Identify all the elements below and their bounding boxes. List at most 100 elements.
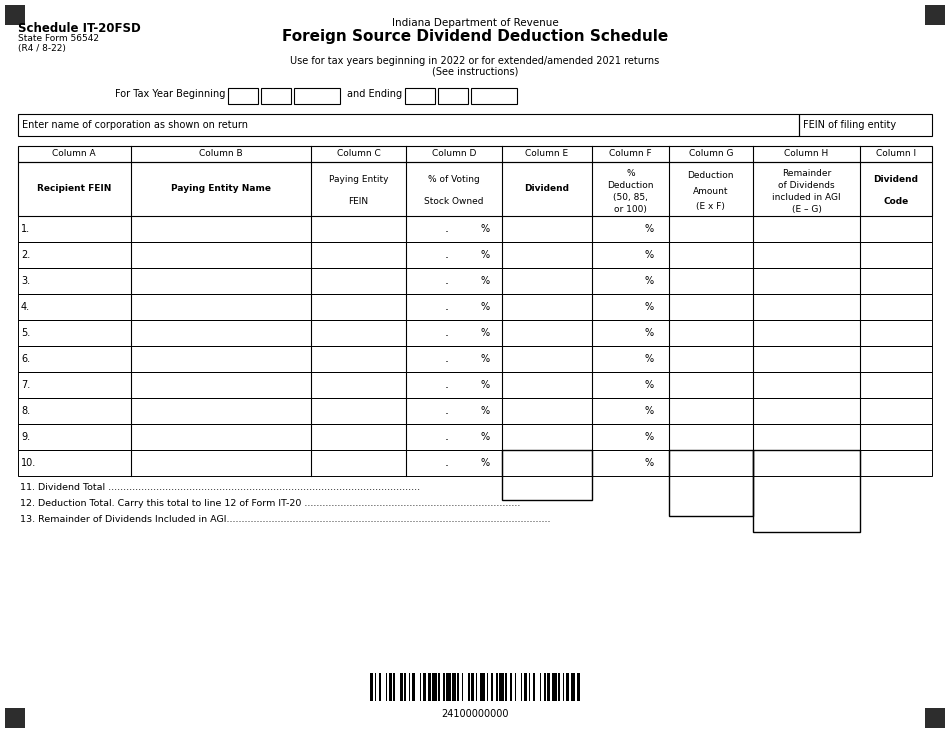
Bar — [533, 673, 535, 701]
Text: Use for tax years beginning in 2022 or for extended/amended 2021 returns: Use for tax years beginning in 2022 or f… — [291, 56, 659, 66]
Bar — [439, 673, 440, 701]
Bar — [18, 146, 932, 162]
Bar — [486, 673, 488, 701]
Text: Column C: Column C — [336, 150, 380, 158]
Text: %: % — [481, 354, 489, 364]
Text: Column I: Column I — [876, 150, 916, 158]
Text: 11. Dividend Total .............................................................: 11. Dividend Total .....................… — [20, 484, 420, 493]
Bar — [228, 88, 258, 104]
Text: 9.: 9. — [21, 432, 30, 442]
Bar — [540, 673, 541, 701]
Text: State Form 56542: State Form 56542 — [18, 34, 99, 43]
Bar — [468, 673, 469, 701]
Text: .: . — [445, 457, 448, 470]
Text: Foreign Source Dividend Deduction Schedule: Foreign Source Dividend Deduction Schedu… — [282, 29, 668, 44]
Text: %: % — [645, 406, 654, 416]
Text: Dividend: Dividend — [524, 183, 570, 193]
Text: %: % — [626, 169, 635, 178]
Text: Code: Code — [884, 196, 908, 205]
Text: Stock Owned: Stock Owned — [425, 196, 484, 205]
Text: Remainder: Remainder — [782, 169, 831, 178]
Text: %: % — [645, 458, 654, 468]
Text: FEIN: FEIN — [349, 196, 369, 205]
Bar — [521, 673, 522, 701]
Text: %: % — [481, 380, 489, 390]
Text: %: % — [645, 432, 654, 442]
Text: %: % — [645, 328, 654, 338]
Text: %: % — [481, 432, 489, 442]
Bar — [18, 268, 932, 294]
Bar — [261, 88, 291, 104]
Bar — [571, 673, 576, 701]
Text: 6.: 6. — [21, 354, 30, 364]
Bar — [438, 88, 468, 104]
Text: of Dividends: of Dividends — [778, 181, 835, 190]
Bar — [18, 320, 932, 346]
Text: %: % — [645, 250, 654, 260]
Text: .: . — [445, 301, 448, 314]
Text: %: % — [481, 458, 489, 468]
Bar — [18, 216, 932, 242]
Text: %: % — [481, 406, 489, 416]
Text: %: % — [645, 302, 654, 312]
Text: 10.: 10. — [21, 458, 36, 468]
Bar — [5, 708, 25, 728]
Text: Column H: Column H — [785, 150, 828, 158]
Text: Paying Entity: Paying Entity — [329, 175, 389, 184]
Text: .: . — [445, 378, 448, 391]
Text: %: % — [481, 328, 489, 338]
Text: .: . — [445, 405, 448, 418]
Bar — [408, 673, 410, 701]
Text: Column G: Column G — [689, 150, 733, 158]
Text: Dividend: Dividend — [873, 175, 919, 184]
Bar — [515, 673, 516, 701]
Bar — [420, 673, 422, 701]
Bar — [18, 424, 932, 450]
Text: .: . — [445, 326, 448, 339]
Text: 7.: 7. — [21, 380, 30, 390]
Bar — [491, 673, 493, 701]
Bar — [457, 673, 459, 701]
Text: 13. Remainder of Dividends Included in AGI......................................: 13. Remainder of Dividends Included in A… — [20, 515, 550, 525]
Text: 2.: 2. — [21, 250, 30, 260]
Bar — [524, 673, 527, 701]
Text: Column E: Column E — [525, 150, 569, 158]
Bar — [389, 673, 391, 701]
Text: (See instructions): (See instructions) — [432, 67, 518, 77]
Bar — [443, 673, 445, 701]
Text: % of Voting: % of Voting — [428, 175, 480, 184]
Text: .: . — [445, 248, 448, 262]
Text: Enter name of corporation as shown on return: Enter name of corporation as shown on re… — [22, 120, 248, 130]
Text: Column F: Column F — [609, 150, 652, 158]
Bar — [446, 673, 451, 701]
Bar — [559, 673, 560, 701]
Text: %: % — [645, 224, 654, 234]
Text: %: % — [645, 380, 654, 390]
Text: (50, 85,: (50, 85, — [613, 194, 648, 202]
Text: .: . — [445, 430, 448, 443]
Bar — [481, 673, 485, 701]
Text: and Ending: and Ending — [347, 89, 402, 99]
Bar — [563, 673, 564, 701]
Bar — [502, 450, 592, 500]
Text: %: % — [481, 302, 489, 312]
Text: Schedule IT-20FSD: Schedule IT-20FSD — [18, 22, 141, 35]
Bar — [18, 294, 932, 320]
Text: Amount: Amount — [694, 187, 729, 196]
Bar — [428, 673, 430, 701]
Text: Column A: Column A — [52, 150, 96, 158]
Bar — [5, 5, 25, 25]
Bar — [404, 673, 406, 701]
Bar — [471, 88, 517, 104]
Text: or 100): or 100) — [614, 205, 647, 214]
Text: Column D: Column D — [432, 150, 476, 158]
Text: 12. Deduction Total. Carry this total to line 12 of Form IT-20 .................: 12. Deduction Total. Carry this total to… — [20, 499, 521, 509]
Bar — [412, 673, 415, 701]
Text: 4.: 4. — [21, 302, 30, 312]
Text: %: % — [481, 224, 489, 234]
Bar — [528, 673, 530, 701]
Text: For Tax Year Beginning: For Tax Year Beginning — [115, 89, 225, 99]
Bar — [18, 162, 932, 216]
Text: Paying Entity Name: Paying Entity Name — [171, 183, 271, 193]
Text: Deduction: Deduction — [607, 181, 654, 190]
